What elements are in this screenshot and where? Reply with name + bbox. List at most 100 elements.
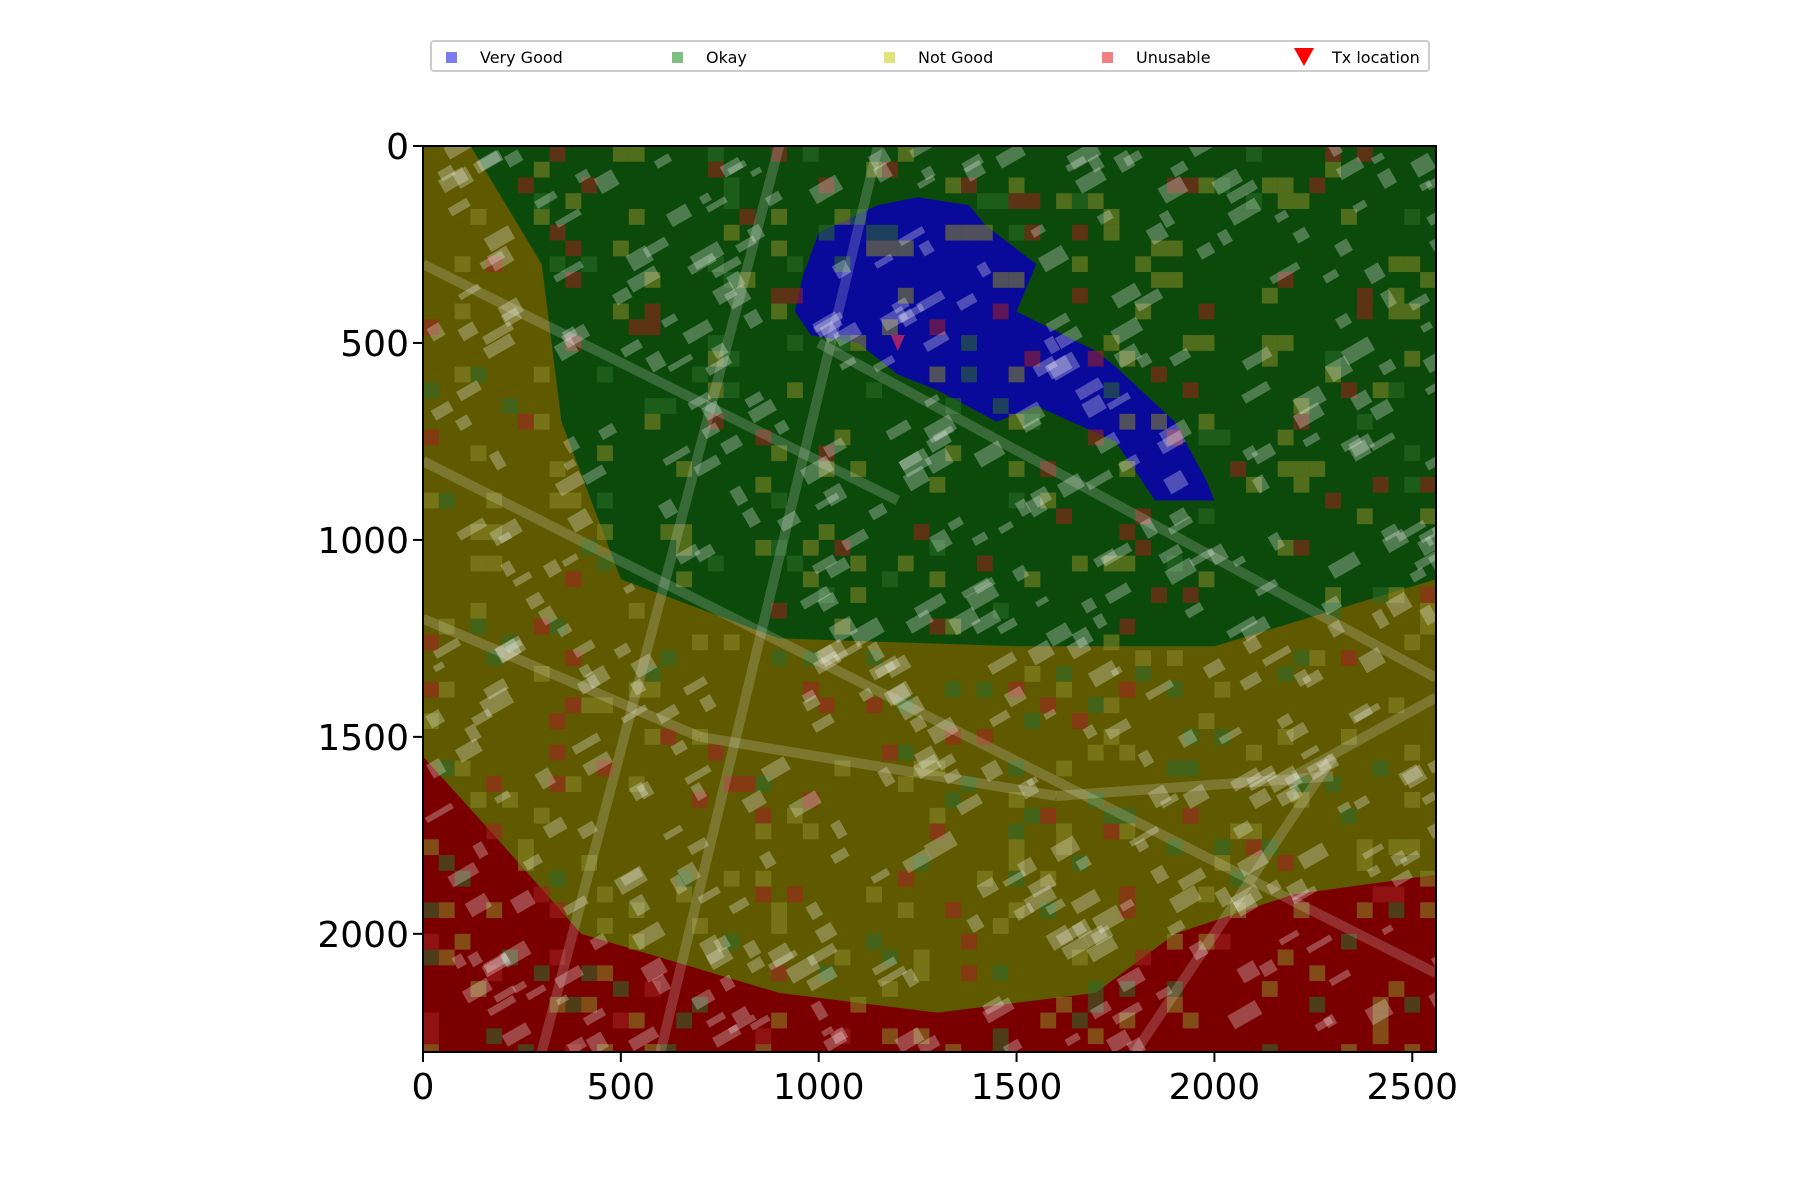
map-cell	[1277, 335, 1294, 351]
building-footprint	[747, 398, 777, 424]
legend-swatch-okay	[672, 51, 683, 63]
map-cell	[517, 855, 534, 871]
building-footprint	[1426, 816, 1436, 839]
map-cell	[897, 555, 914, 572]
building-footprint	[799, 455, 835, 485]
building-footprint	[620, 867, 644, 887]
building-footprint	[701, 400, 723, 421]
building-footprint	[577, 820, 599, 840]
map-cell	[1071, 1012, 1088, 1029]
map-cell	[470, 445, 487, 462]
map-cell	[1404, 445, 1421, 462]
building-footprint	[1056, 473, 1086, 498]
building-footprint	[996, 617, 1018, 635]
building-footprint	[500, 307, 523, 328]
map-cell	[438, 855, 455, 871]
building-footprint	[735, 235, 758, 253]
building-footprint	[909, 714, 928, 733]
legend-item-not-good: Not Good	[884, 47, 993, 67]
map-cell	[1071, 256, 1088, 273]
map-cell	[660, 728, 677, 745]
map-cell	[565, 492, 582, 509]
building-footprint	[1163, 469, 1189, 495]
map-cell	[913, 855, 930, 871]
map-cell	[644, 413, 661, 430]
map-cell	[850, 335, 867, 351]
building-footprint	[1188, 940, 1209, 961]
building-footprint	[662, 445, 691, 467]
map-cell	[1119, 413, 1136, 430]
map-cell	[1087, 429, 1104, 446]
building-footprint	[1045, 312, 1071, 333]
building-footprint	[705, 1011, 727, 1028]
map-cell	[597, 1044, 613, 1052]
building-footprint	[1023, 884, 1058, 914]
map-cell	[787, 886, 803, 903]
map-cell	[1040, 1012, 1057, 1029]
building-footprint	[902, 465, 931, 492]
map-cell	[1261, 839, 1278, 856]
building-footprint	[1066, 146, 1102, 171]
map-cell	[644, 398, 661, 414]
building-footprint	[1081, 394, 1107, 419]
map-cell	[1040, 492, 1057, 509]
map-cell	[1341, 1044, 1357, 1052]
map-cell	[723, 224, 740, 241]
map-cell	[660, 398, 677, 414]
plot-frame	[422, 145, 1437, 1053]
map-cell	[787, 335, 803, 351]
map-cell	[707, 335, 724, 351]
map-cell	[1024, 807, 1041, 824]
building-footprint	[1184, 602, 1205, 619]
building-footprint	[432, 637, 462, 659]
map-cell	[1277, 272, 1294, 288]
map-cell	[961, 965, 977, 982]
building-footprint	[841, 528, 870, 551]
map-cell	[992, 303, 1009, 320]
map-cell	[834, 335, 851, 351]
legend-item-unusable: Unusable	[1102, 47, 1211, 67]
building-footprint	[823, 482, 848, 507]
building-footprint	[832, 321, 862, 347]
map-cell	[1230, 870, 1247, 887]
map-cell	[755, 870, 772, 887]
map-cell	[755, 1044, 772, 1052]
building-footprint	[554, 964, 584, 989]
map-cell	[502, 949, 518, 966]
map-cell	[549, 902, 566, 919]
building-footprint	[1348, 433, 1376, 458]
map-cell	[581, 996, 598, 1013]
map-cell	[1388, 902, 1405, 919]
map-cell	[470, 555, 487, 572]
map-cell	[423, 1044, 439, 1052]
map-cell	[834, 760, 851, 777]
map-cell	[1341, 933, 1357, 950]
building-footprint	[925, 430, 953, 453]
building-footprint	[1011, 564, 1030, 582]
map-cell	[1404, 476, 1421, 493]
map-cell	[1119, 350, 1136, 367]
building-footprint	[1424, 381, 1436, 396]
building-footprint	[1216, 228, 1233, 247]
building-footprint	[1421, 791, 1436, 806]
map-cell	[1214, 933, 1231, 950]
building-footprint	[1015, 401, 1046, 429]
building-footprint	[712, 1024, 742, 1048]
map-cell	[454, 870, 471, 887]
building-footprint	[1030, 223, 1046, 238]
building-footprint	[1091, 904, 1125, 934]
building-footprint	[1105, 718, 1132, 740]
building-footprint	[924, 447, 954, 475]
building-footprint	[872, 162, 893, 183]
map-cell	[597, 445, 613, 462]
building-footprint	[830, 847, 850, 864]
map-cell	[1261, 287, 1278, 304]
building-footprint	[667, 353, 694, 373]
plot-area	[423, 146, 1436, 1052]
map-cell	[1040, 870, 1057, 887]
building-footprint	[1335, 156, 1365, 181]
map-cell	[897, 146, 914, 162]
map-cell	[976, 224, 993, 241]
building-footprint	[1348, 702, 1374, 725]
building-footprint	[487, 995, 517, 1017]
